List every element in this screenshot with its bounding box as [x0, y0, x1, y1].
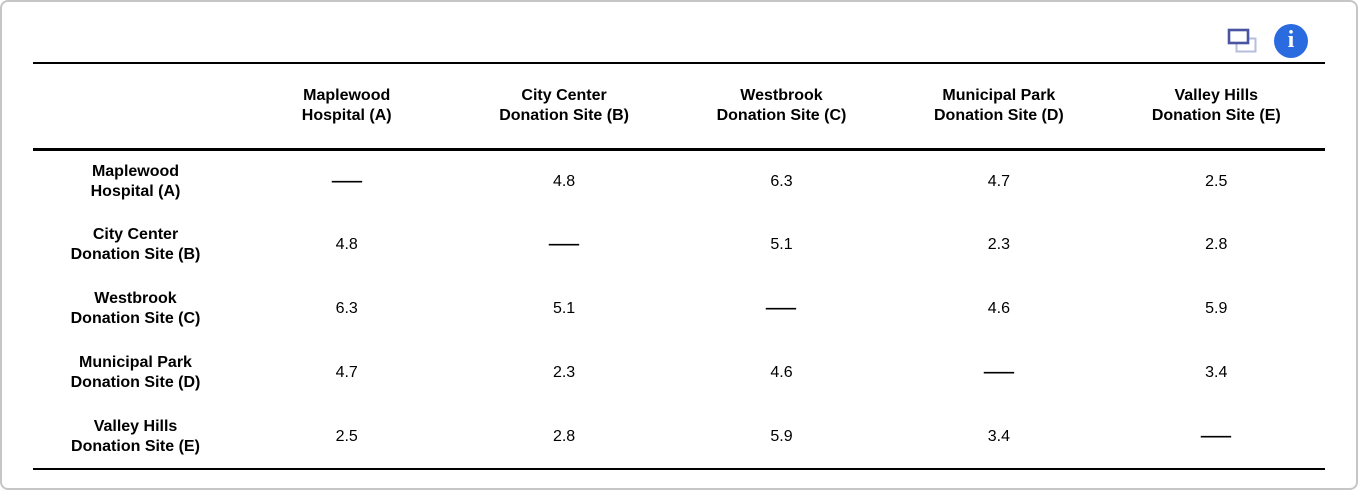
- cell-value: 6.3: [770, 172, 793, 190]
- matrix-cell: 5.9: [673, 405, 890, 469]
- col-header-label: Hospital (A): [301, 106, 392, 124]
- header-row: Maplewood Hospital (A) City Center Donat…: [33, 63, 1325, 149]
- cell-value: 4.8: [552, 172, 576, 190]
- matrix-cell: 5.9: [1108, 277, 1325, 341]
- matrix-body: Maplewood Hospital (A) — 4.8 6.3 4.7 2.5…: [33, 149, 1325, 469]
- matrix-cell: 3.4: [1108, 341, 1325, 405]
- cell-value: 5.1: [770, 236, 793, 253]
- cell-value: —: [331, 172, 362, 190]
- row-header-label: Donation Site (E): [71, 437, 200, 455]
- row-header-label: Valley Hills: [93, 417, 178, 435]
- row-header-c: Westbrook Donation Site (C): [33, 277, 238, 341]
- col-header-label: Donation Site (C): [716, 106, 847, 124]
- card-toolbar: i: [1227, 24, 1308, 58]
- col-header-a: Maplewood Hospital (A): [238, 63, 455, 149]
- table-row: Municipal Park Donation Site (D) 4.7 2.3…: [33, 341, 1325, 405]
- row-header-label: Maplewood: [91, 162, 180, 180]
- corner-cell: [33, 63, 238, 149]
- matrix-cell: 5.1: [673, 213, 890, 277]
- matrix-cell: 4.8: [238, 213, 455, 277]
- table-row: Maplewood Hospital (A) — 4.8 6.3 4.7 2.5: [33, 149, 1325, 213]
- cell-value: 4.6: [987, 300, 1010, 317]
- col-header-label: Donation Site (D): [933, 106, 1064, 124]
- cell-value: 6.3: [335, 300, 358, 317]
- row-header-label: Municipal Park: [79, 354, 192, 371]
- cell-value: 4.7: [335, 364, 358, 381]
- matrix-cell: 4.8: [455, 149, 672, 213]
- row-header-a: Maplewood Hospital (A): [33, 149, 238, 213]
- matrix-cell: 4.6: [890, 277, 1107, 341]
- matrix-header: Maplewood Hospital (A) City Center Donat…: [33, 63, 1325, 149]
- table-row: Westbrook Donation Site (C) 6.3 5.1 — 4.…: [33, 277, 1325, 341]
- matrix-cell: 6.3: [673, 149, 890, 213]
- row-header-label: Donation Site (B): [70, 246, 201, 263]
- col-header-label: Donation Site (B): [499, 106, 629, 124]
- cell-value: 2.3: [552, 364, 576, 381]
- distance-matrix-table: Maplewood Hospital (A) City Center Donat…: [33, 62, 1325, 470]
- table-row: City Center Donation Site (B) 4.8 — 5.1 …: [33, 213, 1325, 277]
- cell-value: 2.8: [552, 427, 576, 445]
- col-header-c: Westbrook Donation Site (C): [673, 63, 890, 149]
- matrix-cell: 2.8: [455, 405, 672, 469]
- matrix-cell: 4.7: [890, 149, 1107, 213]
- row-header-label: City Center: [92, 226, 179, 243]
- matrix-cell: 3.4: [890, 405, 1107, 469]
- matrix-cell: —: [455, 213, 672, 277]
- col-header-b: City Center Donation Site (B): [455, 63, 672, 149]
- matrix-cell: 2.3: [890, 213, 1107, 277]
- row-header-label: Donation Site (D): [70, 374, 201, 391]
- cell-value: 5.9: [1205, 300, 1228, 317]
- matrix-cell: —: [890, 341, 1107, 405]
- col-header-label: Valley Hills: [1174, 86, 1259, 104]
- row-header-label: Donation Site (C): [70, 310, 201, 327]
- matrix-cell: 4.7: [238, 341, 455, 405]
- row-header-label: Hospital (A): [90, 182, 181, 200]
- matrix-cell: 2.8: [1108, 213, 1325, 277]
- table-row: Valley Hills Donation Site (E) 2.5 2.8 5…: [33, 405, 1325, 469]
- matrix-cell: —: [238, 149, 455, 213]
- matrix-cell: 6.3: [238, 277, 455, 341]
- info-icon: i: [1287, 27, 1295, 53]
- cell-value: 2.8: [1205, 236, 1228, 253]
- row-header-b: City Center Donation Site (B): [33, 213, 238, 277]
- row-header-d: Municipal Park Donation Site (D): [33, 341, 238, 405]
- cell-value: —: [983, 364, 1015, 381]
- matrix-cell: 2.3: [455, 341, 672, 405]
- cell-value: —: [1201, 427, 1232, 445]
- col-header-label: City Center: [521, 86, 607, 104]
- col-header-e: Valley Hills Donation Site (E): [1108, 63, 1325, 149]
- col-header-label: Maplewood: [303, 86, 391, 104]
- matrix-cell: 2.5: [238, 405, 455, 469]
- cell-value: 3.4: [987, 427, 1010, 445]
- cell-value: 2.5: [1205, 172, 1228, 190]
- cell-value: —: [766, 300, 797, 317]
- row-header-e: Valley Hills Donation Site (E): [33, 405, 238, 469]
- cell-value: 5.1: [552, 300, 576, 317]
- info-button[interactable]: i: [1274, 24, 1308, 58]
- col-header-d: Municipal Park Donation Site (D): [890, 63, 1107, 149]
- col-header-label: Westbrook: [740, 86, 823, 104]
- cell-value: 2.3: [987, 236, 1010, 253]
- cell-value: 3.4: [1205, 364, 1228, 381]
- matrix-cell: 5.1: [455, 277, 672, 341]
- cell-value: 4.8: [335, 236, 358, 253]
- cell-value: —: [548, 236, 580, 253]
- col-header-label: Municipal Park: [942, 86, 1056, 104]
- cell-value: 4.7: [987, 172, 1010, 190]
- matrix-cell: 2.5: [1108, 149, 1325, 213]
- matrix-cell: —: [1108, 405, 1325, 469]
- matrix-cell: 4.6: [673, 341, 890, 405]
- copy-button[interactable]: [1227, 28, 1258, 55]
- row-header-label: Westbrook: [94, 290, 177, 307]
- cell-value: 2.5: [335, 427, 358, 445]
- cell-value: 5.9: [770, 427, 793, 445]
- matrix-cell: —: [673, 277, 890, 341]
- cell-value: 4.6: [770, 364, 793, 381]
- copy-icon: [1227, 28, 1258, 55]
- col-header-label: Donation Site (E): [1151, 106, 1281, 124]
